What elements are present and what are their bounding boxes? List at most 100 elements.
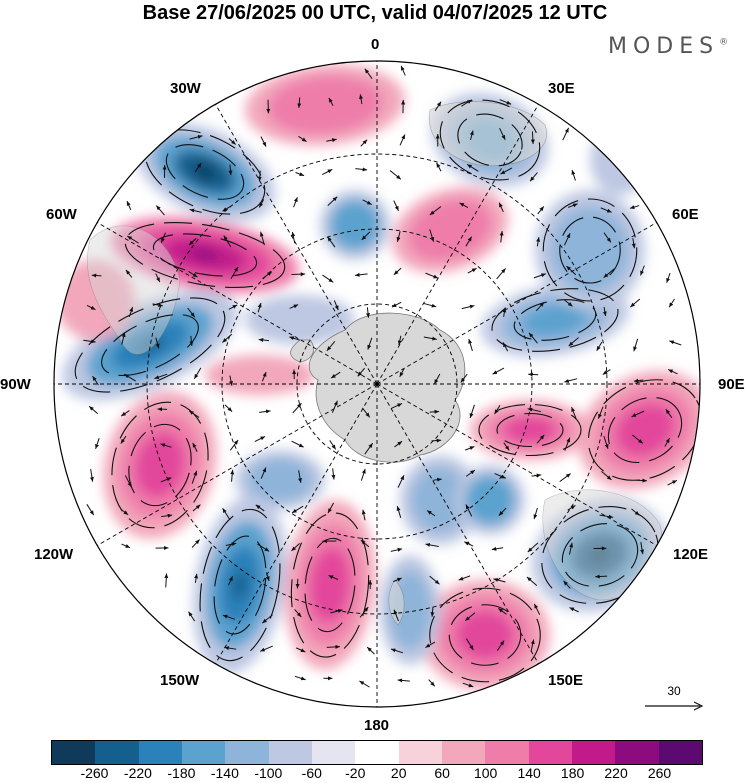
anomaly-contour: [245, 295, 355, 345]
wind-vector-arrow: [124, 373, 136, 382]
streamline: [561, 523, 639, 587]
wind-vector-arrow: [429, 229, 435, 242]
wind-vector-arrow: [464, 541, 474, 547]
wind-vector-arrow: [257, 170, 262, 182]
wind-vector-arrow: [459, 202, 469, 208]
vector-scale-arrow-icon: [645, 701, 704, 711]
wind-vector-arrow: [360, 468, 366, 481]
wind-vector-arrow: [260, 467, 267, 479]
wind-vector-arrow: [469, 404, 475, 419]
streamline: [304, 537, 356, 633]
wind-vector-arrow: [631, 410, 645, 418]
anomaly-contour: [464, 474, 516, 526]
wind-vector-arrow: [396, 506, 402, 518]
colorbar-tick: -220: [123, 765, 152, 781]
wind-vector-arrow: [462, 682, 474, 688]
wind-vector-arrow: [359, 94, 363, 105]
wind-vector-arrow: [390, 648, 404, 654]
anomaly-contour: [590, 125, 650, 195]
wind-vector-arrow: [360, 139, 368, 147]
wind-vector-arrow: [126, 235, 139, 244]
wind-vector-arrow: [326, 138, 337, 143]
streamline: [541, 506, 659, 604]
wind-vector-arrow: [464, 612, 476, 622]
anomaly-contour: [615, 403, 675, 457]
streamline: [128, 423, 192, 507]
streamline: [559, 216, 621, 284]
colorbar-segment: [528, 741, 572, 764]
anomaly-contour: [408, 199, 492, 261]
wind-vector-arrow: [394, 440, 403, 448]
wind-vector-arrow: [191, 470, 198, 484]
streamline: [448, 604, 522, 666]
colorbar-tick: 100: [473, 765, 498, 781]
colorbar-tick: -260: [80, 765, 109, 781]
colorbar-segment: [95, 741, 139, 764]
anomaly-contour: [522, 303, 588, 337]
wind-vector-arrow: [294, 609, 302, 618]
wind-vector-arrow: [461, 304, 475, 310]
wind-vector-arrow: [564, 437, 571, 451]
wind-vector-arrow: [426, 510, 436, 517]
wind-vector-arrow: [193, 367, 202, 380]
wind-vector-arrow: [89, 469, 94, 482]
wind-vector-arrow: [566, 265, 577, 276]
wind-vector-arrow: [228, 138, 237, 145]
wind-vector-arrow: [498, 507, 507, 516]
wind-vector-arrow: [361, 231, 371, 241]
wind-vector-arrow: [362, 199, 372, 206]
wind-vector-arrow: [496, 268, 506, 280]
antarctica-landmass: [308, 312, 466, 463]
wind-vector-arrow: [465, 469, 476, 477]
wind-vector-arrow: [327, 196, 338, 206]
wind-vector-arrow: [569, 607, 579, 613]
wind-vector-arrow: [630, 298, 641, 308]
wind-vector-arrow: [361, 407, 371, 418]
colorbar-tick: -20: [345, 765, 366, 781]
streamline: [439, 99, 541, 181]
streamline: [542, 198, 638, 302]
wind-vector-arrow: [188, 611, 196, 622]
wind-vector-arrow: [331, 400, 338, 413]
anomaly-contour: [589, 545, 611, 565]
wind-vector-arrow: [425, 641, 436, 648]
wind-vector-arrow: [668, 298, 675, 308]
wind-vector-arrow: [364, 68, 373, 79]
wind-vector-arrow: [564, 378, 578, 383]
wind-vector-arrow: [254, 436, 266, 442]
colorbar-segment: [441, 741, 486, 764]
anomaly-contour: [189, 248, 221, 262]
wind-vector-arrow: [397, 335, 402, 346]
wind-vector-arrow: [562, 127, 570, 141]
wind-vector-arrow: [326, 644, 340, 649]
wind-vector-arrow: [164, 573, 169, 588]
wind-vector-arrow: [492, 367, 505, 375]
wind-vector-arrow: [391, 301, 402, 308]
wind-vector-arrow: [494, 473, 506, 479]
wind-vector-arrow: [533, 603, 541, 615]
wind-vector-arrow: [329, 440, 337, 450]
wind-vector-arrow: [430, 607, 435, 617]
colorbar-segment: [181, 741, 226, 764]
wind-vector-arrow: [294, 675, 306, 681]
streamline: [457, 113, 523, 167]
wind-vector-arrow: [95, 438, 100, 449]
wind-vector-arrow: [222, 507, 231, 521]
meridian-label-0: 0: [371, 36, 380, 53]
anomaly-contour: [193, 164, 217, 180]
wind-vector-arrow: [330, 609, 343, 614]
streamline: [101, 314, 199, 376]
wind-vector-arrow: [120, 508, 129, 516]
wind-vector-arrow: [328, 575, 339, 580]
meridian-line: [97, 383, 378, 546]
wind-vector-arrow: [291, 231, 296, 244]
wind-vector-arrow: [361, 509, 366, 521]
wind-vector-arrow: [571, 406, 577, 420]
wind-vector-arrow: [390, 547, 403, 552]
wind-vector-arrow: [567, 504, 576, 511]
wind-vector-arrow: [529, 172, 538, 182]
colorbar-tick: 140: [517, 765, 541, 781]
streamline: [213, 535, 267, 635]
anomaly-contour: [267, 75, 383, 135]
colorbar-segment: [138, 741, 182, 764]
